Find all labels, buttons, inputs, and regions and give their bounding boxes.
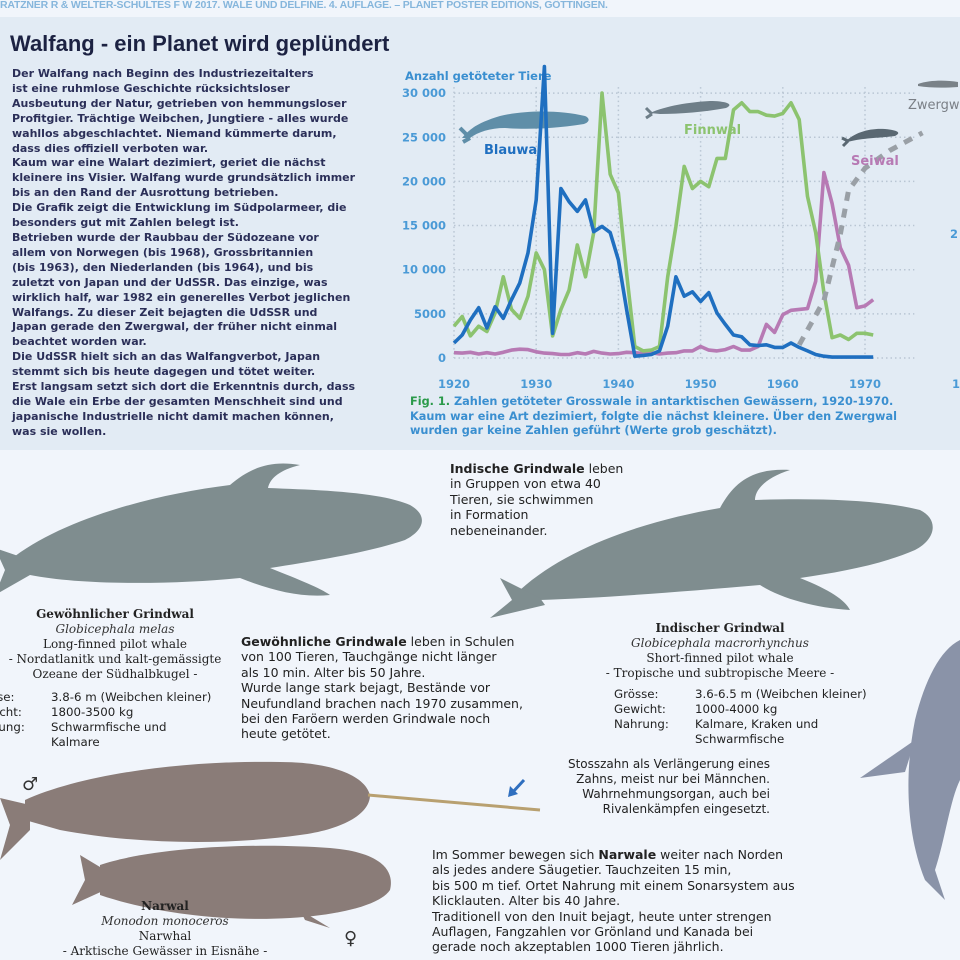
intro-line: Die Grafik zeigt die Entwicklung im Südp… bbox=[12, 201, 347, 215]
intro-line: Der Walfang nach Beginn des Industriezei… bbox=[12, 67, 314, 80]
intro-line: kleinere ins Visier. Walfang wurde grund… bbox=[12, 171, 356, 185]
fin-whale-illustration bbox=[644, 101, 730, 120]
intro-line: Japan gerade den Zwergwal, der früher ni… bbox=[12, 320, 338, 334]
figure-number: Fig. 1. bbox=[410, 395, 451, 408]
species-info-short-finned-pilot-whale: Indischer Grindwal Globicephala macrorhy… bbox=[605, 621, 835, 680]
partial-axis-label: 1 bbox=[952, 377, 960, 391]
intro-line: bis an den Rand der Ausrottung betrieben… bbox=[12, 186, 279, 200]
series-line-zwergwal bbox=[797, 130, 924, 347]
partial-axis-label: 2 bbox=[950, 227, 958, 241]
x-tick-label: 1920 bbox=[438, 377, 470, 391]
intro-line: Erst langsam setzt sich dort die Erkennt… bbox=[12, 380, 356, 394]
male-symbol-icon: ♂ bbox=[22, 774, 39, 795]
narwhal-text: Im Sommer bewegen sich Narwale weiter na… bbox=[432, 847, 795, 955]
intro-line: was sie wollen. bbox=[12, 424, 107, 438]
citation: RATZNER R & WELTER-SCHULTES F W 2017. WA… bbox=[0, 0, 608, 11]
x-tick-label: 1970 bbox=[849, 377, 881, 391]
intro-line: besonders gut mit Zahlen belegt ist. bbox=[12, 216, 239, 230]
intro-line: (bis 1963), den Niederlanden (bis 1964),… bbox=[12, 260, 314, 274]
long-finned-pilot-whale-illustration bbox=[0, 463, 422, 596]
intro-line: dass dies offiziell verboten war. bbox=[12, 141, 209, 155]
species-info-common-pilot-whale: Gewöhnlicher Grindwal Globicephala melas… bbox=[8, 607, 222, 681]
x-tick-label: 1940 bbox=[602, 377, 634, 391]
facts-common-pilot-whale: Grösse:3.8-6 m (Weibchen kleiner) Gewich… bbox=[0, 690, 212, 749]
series-line-finnwal bbox=[452, 91, 874, 353]
x-tick-label: 1960 bbox=[767, 377, 799, 391]
intro-line: stemmt sich bis heute dagegen und tötet … bbox=[12, 365, 316, 379]
intro-line: japanische Industrielle nicht damit mach… bbox=[12, 409, 334, 423]
y-tick-label: 0 bbox=[438, 351, 446, 365]
species-info-narwhal: Narwal Monodon monoceros Narwhal - Arkti… bbox=[62, 899, 268, 958]
figure-caption: Fig. 1. Zahlen getöteter Grosswale in an… bbox=[410, 395, 897, 437]
series-label-blauwal: Blauwal bbox=[484, 143, 542, 158]
series-label-zwergwal: Zwergwal bbox=[908, 98, 960, 113]
narwhal-male-illustration bbox=[0, 761, 541, 860]
sei-whale-illustration bbox=[841, 128, 899, 148]
page-title: Walfang - ein Planet wird geplündert bbox=[10, 31, 390, 56]
blue-whale-illustration bbox=[458, 111, 589, 144]
y-axis-label: Anzahl getöteter Tiere bbox=[405, 69, 552, 83]
minke-whale-illustration bbox=[918, 80, 958, 88]
chart-ticks: 1920 1930 1940 1950 1960 1970 0 5000 10 000 15 00… bbox=[402, 86, 881, 391]
intro-line: Betrieben wurde der Raubbau der Südozean… bbox=[12, 230, 319, 244]
y-tick-label: 20 000 bbox=[402, 174, 446, 188]
intro-line: wahllos abgeschlachtet. Niemand kümmerte… bbox=[12, 126, 337, 140]
y-tick-label: 15 000 bbox=[402, 219, 446, 233]
intro-line: Die UdSSR hielt sich an das Walfangverbo… bbox=[12, 350, 321, 364]
tusk-note: Stosszahn als Verlängerung eines Zahns, … bbox=[567, 757, 770, 816]
y-tick-label: 25 000 bbox=[402, 130, 446, 144]
y-tick-label: 5000 bbox=[414, 307, 446, 321]
intro-text: Der Walfang nach Beginn des Industriezei… bbox=[12, 67, 355, 440]
series-line-blauwal bbox=[452, 64, 874, 359]
intro-line: wirklich half, war 1982 ein generelles V… bbox=[12, 290, 351, 304]
series-line-seiwal bbox=[453, 170, 875, 357]
female-symbol-icon: ♀ bbox=[344, 928, 358, 949]
series-label-seiwal: Seiwal bbox=[851, 154, 899, 169]
dolphin-illustration bbox=[860, 640, 960, 900]
y-tick-label: 30 000 bbox=[402, 86, 446, 100]
x-tick-label: 1930 bbox=[520, 377, 552, 391]
common-pilot-whale-text: Gewöhnliche Grindwale leben in Schulen v… bbox=[241, 634, 523, 742]
narwhal-female-illustration bbox=[72, 845, 391, 928]
short-finned-pilot-whale-illustration bbox=[490, 469, 933, 618]
intro-line: allem von Norwegen (bis 1968), Grossbrit… bbox=[12, 245, 314, 259]
intro-line: die Wale ein Erbe der gesamten Menschhei… bbox=[12, 394, 343, 408]
intro-line: beachtet worden war. bbox=[12, 335, 147, 349]
intro-line: Kaum war eine Walart dezimiert, geriet d… bbox=[12, 156, 326, 170]
chart-panel-background bbox=[0, 17, 960, 450]
facts-short-finned-pilot-whale: Grösse: 3.6-6.5 m (Weibchen kleiner) Gewi… bbox=[614, 687, 867, 746]
intro-line: ist eine ruhmlose Geschichte rücksichtsl… bbox=[12, 81, 290, 95]
intro-line: zuletzt von Japan und der UdSSR. Das ein… bbox=[12, 275, 328, 289]
chart-series bbox=[452, 64, 924, 359]
series-label-finnwal: Finnwal bbox=[684, 123, 741, 138]
intro-line: Ausbeutung der Natur, getrieben von hemm… bbox=[12, 96, 347, 110]
indian-pilot-whale-text: Indische Grindwale leben in Gruppen von … bbox=[450, 461, 624, 538]
arrow-icon bbox=[508, 778, 526, 797]
x-tick-label: 1950 bbox=[685, 377, 717, 391]
intro-line: Profitgier. Trächtige Weibchen, Jungtier… bbox=[12, 111, 349, 125]
intro-line: Walfangs. Zu dieser Zeit bejagten die Ud… bbox=[12, 305, 318, 319]
y-tick-label: 10 000 bbox=[402, 263, 446, 277]
